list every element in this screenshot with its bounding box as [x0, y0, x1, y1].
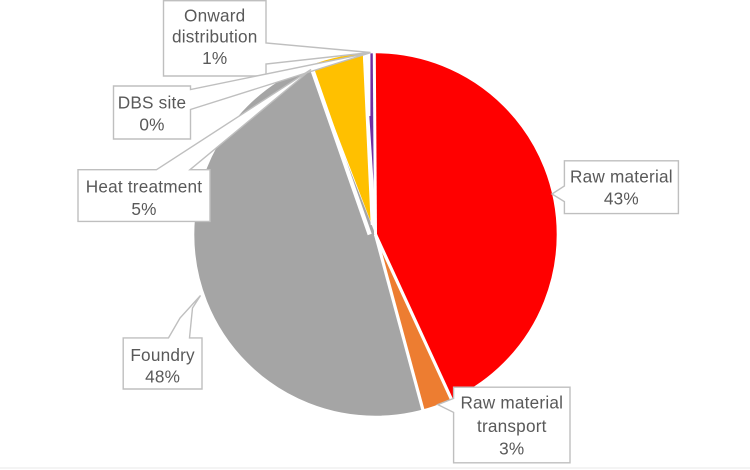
svg-text:0%: 0% — [139, 115, 164, 135]
svg-text:Raw material: Raw material — [570, 166, 673, 186]
svg-text:Raw material: Raw material — [460, 393, 563, 413]
svg-text:Foundry: Foundry — [130, 345, 195, 365]
svg-text:3%: 3% — [499, 439, 524, 459]
svg-text:distribution: distribution — [172, 27, 258, 47]
svg-text:transport: transport — [477, 416, 547, 436]
svg-text:5%: 5% — [131, 199, 156, 219]
svg-text:43%: 43% — [604, 188, 639, 208]
svg-text:Onward: Onward — [184, 6, 245, 26]
svg-text:Heat treatment: Heat treatment — [86, 177, 203, 197]
svg-text:DBS site: DBS site — [118, 93, 186, 113]
svg-text:1%: 1% — [202, 48, 227, 68]
svg-text:48%: 48% — [145, 367, 180, 387]
